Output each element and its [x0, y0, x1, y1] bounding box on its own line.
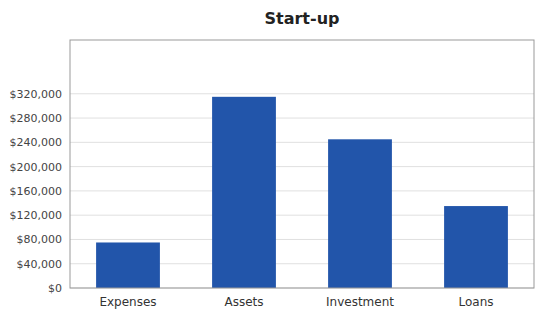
x-tick-label: Loans	[458, 295, 493, 309]
y-tick-label: $0	[48, 282, 62, 295]
chart-container: Start-up $0 $40,000 $80,000 $120,000 $160,000…	[0, 0, 550, 318]
y-tick-label: $120,000	[10, 209, 63, 222]
x-tick-label: Expenses	[99, 295, 156, 309]
bars	[96, 97, 508, 288]
grid-line	[70, 118, 534, 119]
chart-title: Start-up	[265, 9, 340, 28]
y-tick-label: $200,000	[10, 161, 63, 174]
bar	[212, 97, 276, 288]
y-tick-label: $280,000	[10, 112, 63, 125]
grid-line	[70, 166, 534, 167]
bar	[444, 206, 508, 288]
chart-svg: Start-up $0 $40,000 $80,000 $120,000 $160,000…	[0, 0, 550, 318]
x-tick-label: Assets	[224, 295, 263, 309]
y-tick-label: $240,000	[10, 136, 63, 149]
grid-line	[70, 190, 534, 191]
y-tick-label: $80,000	[17, 233, 63, 246]
grid	[70, 94, 534, 288]
x-tick-label: Investment	[326, 295, 394, 309]
plot-frame	[70, 40, 534, 288]
grid-line	[70, 142, 534, 143]
y-tick-label: $320,000	[10, 88, 63, 101]
bar	[96, 242, 160, 288]
y-tick-label: $160,000	[10, 185, 63, 198]
bar	[328, 139, 392, 288]
y-tick-label: $40,000	[17, 258, 63, 271]
grid-line	[70, 93, 534, 94]
